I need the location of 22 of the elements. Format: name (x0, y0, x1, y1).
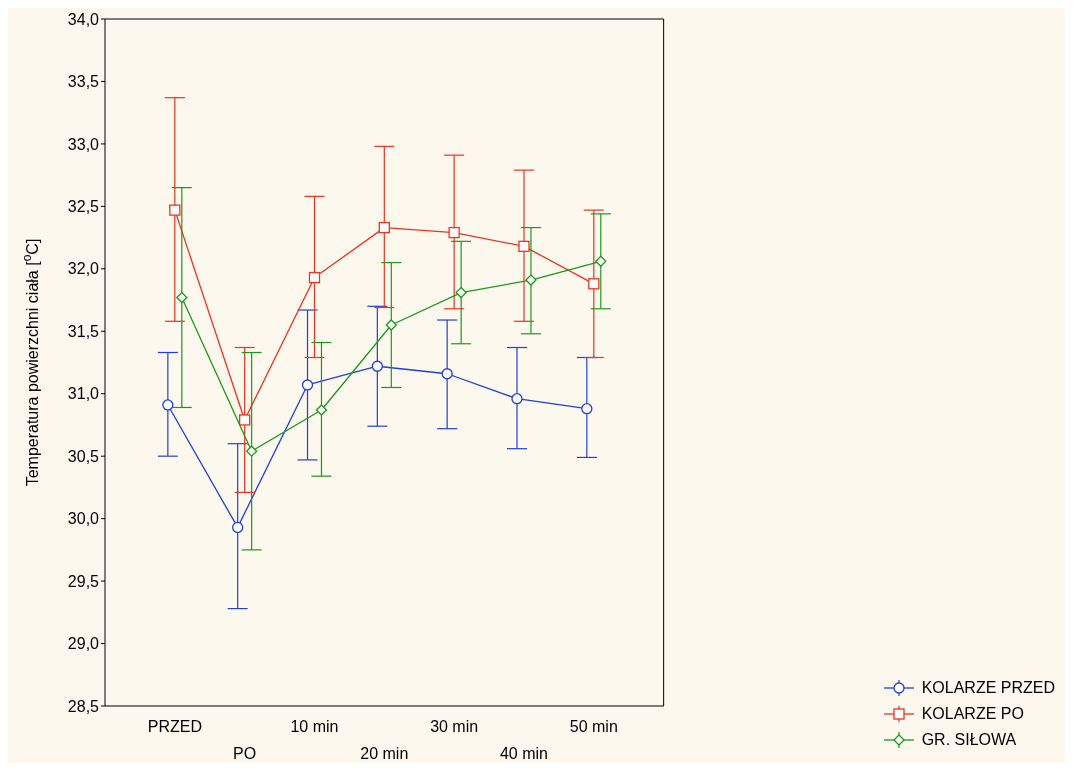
x-tick-label: PO (233, 745, 257, 762)
y-tick-label: 29,5 (67, 572, 100, 590)
y-tick-label: 30,5 (67, 447, 100, 465)
y-tick-label: 28,5 (67, 697, 100, 715)
x-tick-label: 50 min (569, 718, 618, 735)
y-tick-label: 31,0 (67, 385, 100, 403)
x-tick-label: 40 min (499, 745, 548, 762)
x-tick-label: PRZED (147, 718, 202, 735)
y-tick-label: 34,0 (67, 10, 100, 28)
y-tick-label: 29,0 (67, 635, 100, 653)
legend-label: KOLARZE PO (921, 704, 1024, 724)
y-tick-label: 31,5 (67, 322, 100, 340)
y-tick-label: 30,0 (67, 510, 100, 528)
y-tick-label: 32,5 (67, 198, 100, 216)
y-tick-label: 32,0 (67, 260, 100, 278)
x-tick-label: 30 min (430, 718, 479, 735)
y-tick-label: 33,5 (67, 73, 100, 91)
legend-label: GR. SIŁOWA (921, 730, 1017, 750)
x-tick-label: 20 min (360, 745, 409, 762)
legend-label: KOLARZE PRZED (921, 678, 1055, 698)
x-tick-label: 10 min (290, 718, 339, 735)
y-tick-label: 33,0 (67, 135, 100, 153)
